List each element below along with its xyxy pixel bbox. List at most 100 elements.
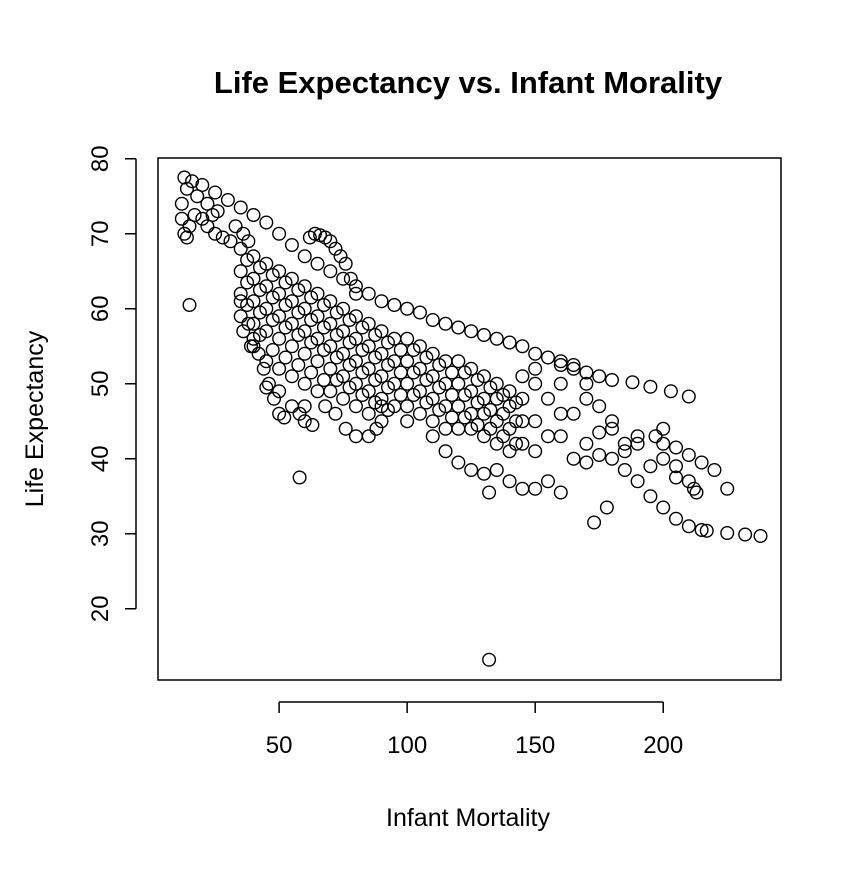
data-point bbox=[329, 350, 344, 365]
data-point bbox=[669, 470, 684, 485]
data-point bbox=[380, 335, 395, 350]
data-point bbox=[246, 316, 261, 331]
data-point bbox=[329, 305, 344, 320]
data-point bbox=[369, 421, 384, 436]
data-point bbox=[553, 354, 568, 369]
data-point bbox=[380, 358, 395, 373]
data-point bbox=[252, 260, 267, 275]
data-point bbox=[528, 414, 543, 429]
data-point bbox=[338, 421, 353, 436]
data-point bbox=[489, 463, 504, 478]
data-point bbox=[355, 343, 370, 358]
data-point bbox=[220, 192, 235, 207]
data-point bbox=[483, 421, 498, 436]
data-point bbox=[361, 406, 376, 421]
data-point bbox=[272, 226, 287, 241]
data-point bbox=[291, 358, 306, 373]
data-point bbox=[310, 354, 325, 369]
data-point bbox=[291, 328, 306, 343]
data-point bbox=[540, 391, 555, 406]
data-point bbox=[252, 305, 267, 320]
data-point bbox=[604, 451, 619, 466]
data-point bbox=[451, 376, 466, 391]
data-point bbox=[179, 181, 194, 196]
data-point bbox=[528, 481, 543, 496]
data-point bbox=[699, 523, 714, 538]
data-point bbox=[328, 406, 343, 421]
data-point bbox=[187, 207, 202, 222]
data-point bbox=[496, 388, 511, 403]
data-point bbox=[182, 219, 197, 234]
data-point bbox=[425, 414, 440, 429]
data-point bbox=[489, 331, 504, 346]
data-point bbox=[438, 316, 453, 331]
data-point bbox=[656, 500, 671, 515]
data-point bbox=[252, 283, 267, 298]
data-point bbox=[669, 440, 684, 455]
data-point bbox=[272, 384, 287, 399]
data-point bbox=[400, 301, 415, 316]
data-point bbox=[464, 463, 479, 478]
data-point bbox=[292, 406, 307, 421]
data-point bbox=[604, 421, 619, 436]
data-point bbox=[393, 365, 408, 380]
data-point bbox=[252, 328, 267, 343]
data-point bbox=[342, 358, 357, 373]
data-point bbox=[681, 448, 696, 463]
x-tick-label: 50 bbox=[266, 732, 293, 759]
data-point bbox=[265, 343, 280, 358]
data-point bbox=[297, 399, 312, 414]
data-point bbox=[502, 335, 517, 350]
data-point bbox=[368, 328, 383, 343]
data-point bbox=[278, 275, 293, 290]
data-point bbox=[200, 196, 215, 211]
data-point bbox=[318, 399, 333, 414]
data-point bbox=[297, 249, 312, 264]
data-point bbox=[328, 241, 343, 256]
data-point bbox=[406, 343, 421, 358]
data-point bbox=[236, 226, 251, 241]
data-point bbox=[333, 249, 348, 264]
data-point bbox=[297, 346, 312, 361]
data-point bbox=[215, 230, 230, 245]
data-point bbox=[343, 271, 358, 286]
data-point bbox=[355, 388, 370, 403]
data-point bbox=[195, 177, 210, 192]
data-point bbox=[261, 376, 276, 391]
data-point bbox=[348, 279, 363, 294]
data-point bbox=[681, 389, 696, 404]
data-point bbox=[240, 275, 255, 290]
data-point bbox=[412, 406, 427, 421]
data-point bbox=[179, 230, 194, 245]
y-tick-label: 70 bbox=[87, 220, 114, 247]
data-point bbox=[380, 403, 395, 418]
data-point bbox=[648, 429, 663, 444]
data-point bbox=[174, 196, 189, 211]
chart-title: Life Expectancy vs. Infant Morality bbox=[214, 65, 723, 100]
y-axis-label: Life Expectancy bbox=[21, 330, 49, 507]
data-point bbox=[400, 331, 415, 346]
data-point bbox=[663, 384, 678, 399]
data-point bbox=[361, 429, 376, 444]
data-point bbox=[228, 219, 243, 234]
data-point bbox=[686, 481, 701, 496]
data-point bbox=[210, 204, 225, 219]
data-point bbox=[355, 365, 370, 380]
x-axis: 50 100 150 200 bbox=[266, 701, 683, 759]
data-point bbox=[266, 391, 281, 406]
data-point bbox=[630, 474, 645, 489]
data-point bbox=[233, 286, 248, 301]
data-point bbox=[338, 256, 353, 271]
data-point bbox=[278, 350, 293, 365]
data-point bbox=[223, 234, 238, 249]
data-point bbox=[305, 418, 320, 433]
data-point bbox=[656, 421, 671, 436]
data-point bbox=[566, 406, 581, 421]
data-point bbox=[476, 466, 491, 481]
data-point bbox=[342, 335, 357, 350]
data-point bbox=[297, 414, 312, 429]
data-point bbox=[400, 354, 415, 369]
data-point bbox=[489, 414, 504, 429]
data-point bbox=[393, 343, 408, 358]
